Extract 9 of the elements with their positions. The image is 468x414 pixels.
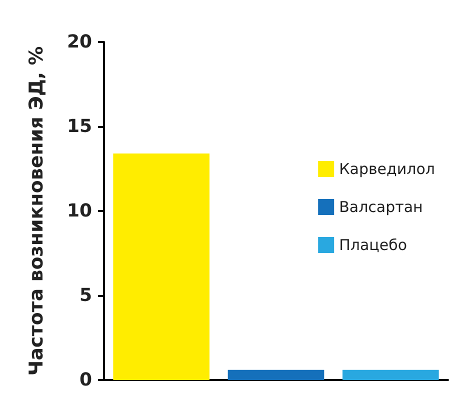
y-tick-label: 20 [66,32,92,52]
y-tick-label: 5 [79,285,92,306]
legend-label: Плацебо [339,236,408,254]
y-tick-label: 10 [66,200,92,222]
y-tick-label: 0 [79,370,92,390]
legend-label: Карведилол [339,160,436,178]
y-tick-label: 15 [66,116,92,137]
legend-label: Валсартан [339,198,423,216]
y-axis-title: Частота возникновения ЭД, % [26,46,48,376]
